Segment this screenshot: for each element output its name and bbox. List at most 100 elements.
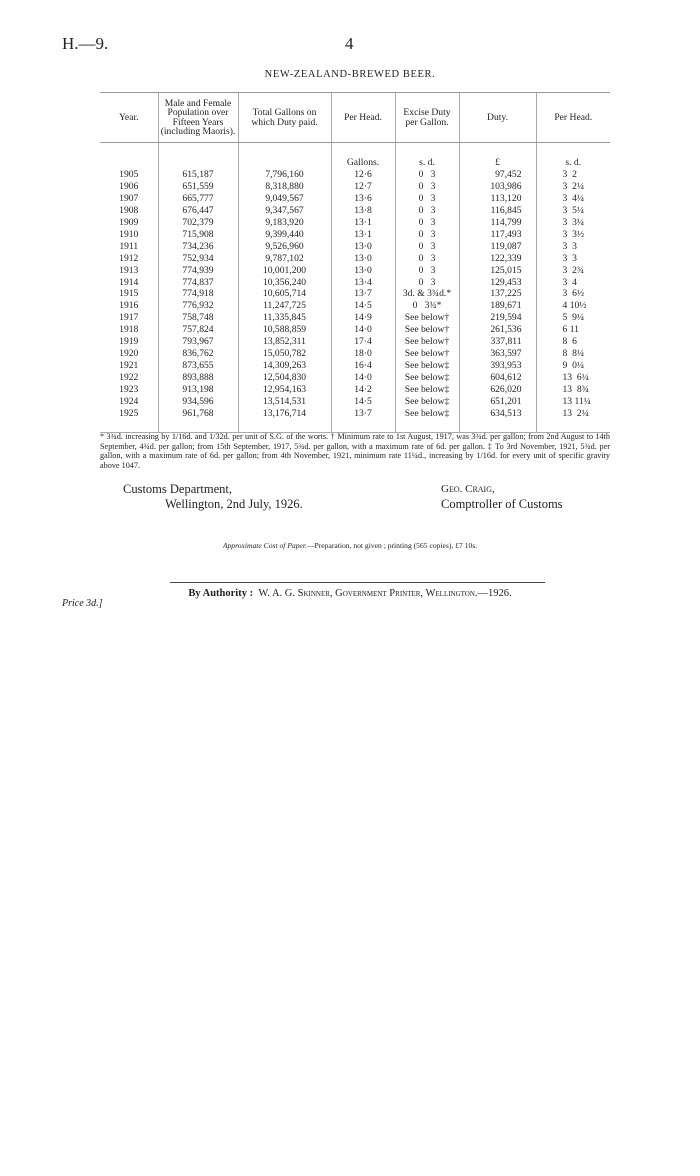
- table-cell: 14·2: [330, 384, 395, 397]
- table-cell: 774,837: [157, 276, 238, 289]
- cost-note: Approximate Cost of Paper.—Preparation, …: [0, 541, 700, 550]
- table-cell: 1921: [119, 360, 139, 372]
- table-row: 1905 615,187 7,796,160 12·6 0 3 97,452 3 2: [100, 168, 610, 181]
- table-cell: 119,087: [458, 240, 536, 253]
- table-cell: 3 3: [535, 240, 610, 253]
- table-cell: 7,796,160: [237, 168, 331, 181]
- table-cell: 9,183,920: [237, 216, 331, 229]
- table-row: 1922 893,888 12,504,830 14·0 See below‡ 604,6…: [100, 372, 610, 385]
- table-row: 1911 734,236 9,526,960 13·0 0 3 119,087 3 3: [100, 240, 610, 253]
- table-cell: 8 6: [535, 336, 610, 349]
- table-row: 1920 836,762 15,050,782 18·0 See below† 363,5…: [100, 348, 610, 361]
- table-cell: 0 3: [394, 168, 459, 181]
- table-cell: 0 3: [394, 264, 459, 277]
- table-cell: 103,986: [458, 180, 536, 193]
- table-cell: 702,379: [157, 216, 238, 229]
- table-cell: 11,335,845: [237, 312, 331, 325]
- table-cell: 15,050,782: [237, 348, 331, 361]
- table-cell: 13,852,311: [237, 336, 331, 349]
- table-cell: 9 0¼: [535, 360, 610, 373]
- table-cell: 3 2¾: [535, 264, 610, 277]
- divider: [170, 582, 545, 583]
- table-cell: 3 6½: [535, 288, 610, 301]
- table-row: 1912 752,934 9,787,102 13·0 0 3 122,339 3 3: [100, 252, 610, 265]
- table-cell: 13·7: [330, 408, 395, 433]
- table-cell: 665,777: [157, 192, 238, 205]
- table-row: 1925 961,768 13,176,714 13·7 See below‡ 634,5…: [100, 408, 610, 433]
- unit-label: [157, 142, 238, 169]
- table-cell: 16·4: [330, 360, 395, 373]
- table-cell: 14,309,263: [237, 360, 331, 373]
- table-cell: 14·5: [330, 300, 395, 313]
- table-cell: 651,559: [157, 180, 238, 193]
- cost-label: Approximate Cost of Paper.: [222, 541, 307, 550]
- table-cell: See below†: [394, 336, 459, 349]
- table-row: 1913 774,939 10,001,200 13·0 0 3 125,015 3 2¾: [100, 264, 610, 277]
- table-cell: 893,888: [157, 372, 238, 385]
- table-cell: 117,493: [458, 228, 536, 241]
- table-cell: 11,247,725: [237, 300, 331, 313]
- table-row: 1919 793,967 13,852,311 17·4 See below† 337,8…: [100, 336, 610, 349]
- table-cell: 14·0: [330, 324, 395, 337]
- table-cell: See below‡: [394, 360, 459, 373]
- unit-label: s. d.: [394, 142, 459, 169]
- table-cell: 10,001,200: [237, 264, 331, 277]
- price: Price 3d.]: [62, 598, 103, 609]
- signatory-office: Comptroller of Customs: [441, 497, 563, 511]
- table-cell: 10,605,714: [237, 288, 331, 301]
- table-row: 1908 676,447 9,347,567 13·8 0 3 116,845 3 5¼: [100, 204, 610, 217]
- column-header: Year.: [100, 92, 158, 143]
- table-cell: 1911: [119, 240, 139, 252]
- column-header: Duty.: [458, 92, 536, 143]
- signatory-name: Geo. Craig,: [441, 483, 495, 495]
- table-cell: See below‡: [394, 408, 459, 433]
- table-cell: 1919: [119, 336, 139, 348]
- table-cell: 0 3: [394, 228, 459, 241]
- table-row: 1918 757,824 10,588,859 14·0 See below† 261,5…: [100, 324, 610, 337]
- table-cell: 1909: [119, 216, 139, 228]
- table-cell: 393,953: [458, 360, 536, 373]
- unit-label: [237, 142, 331, 169]
- table-header-row: Year. Male and Female Population over Fif…: [100, 92, 610, 143]
- table-cell: 3 4¼: [535, 192, 610, 205]
- unit-label: [100, 143, 158, 169]
- table-cell: 3 2: [535, 168, 610, 181]
- table-cell: 13·0: [330, 240, 395, 253]
- table-cell: 3 2¼: [535, 180, 610, 193]
- table-cell: 9,526,960: [237, 240, 331, 253]
- table-cell: 1920: [119, 348, 139, 360]
- table-cell: 0 3: [394, 252, 459, 265]
- table-cell: 13·1: [330, 228, 395, 241]
- column-header: Per Head.: [330, 92, 395, 143]
- table-cell: 3 3¼: [535, 216, 610, 229]
- table-cell: 13·1: [330, 216, 395, 229]
- place-date: Wellington, 2nd July, 1926.: [165, 497, 303, 511]
- table-cell: 1918: [119, 324, 139, 336]
- table-cell: 1925: [100, 408, 158, 433]
- table-cell: 13·0: [330, 264, 395, 277]
- table-title: NEW-ZEALAND-BREWED BEER.: [264, 69, 436, 80]
- table-cell: 961,768: [157, 408, 238, 433]
- table-row: 1906 651,559 8,318,880 12·7 0 3 103,986 3 2¼: [100, 180, 610, 193]
- table-cell: 1924: [119, 396, 139, 408]
- table-cell: 651,201: [458, 396, 536, 409]
- table-cell: 189,671: [458, 300, 536, 313]
- table-cell: 776,932: [157, 300, 238, 313]
- table-row: 1909 702,379 9,183,920 13·1 0 3 114,799 3 3¼: [100, 216, 610, 229]
- table-cell: 13,176,714: [237, 408, 331, 433]
- table-row: 1923 913,198 12,954,163 14·2 See below‡ 626,0…: [100, 384, 610, 397]
- footnotes: * 3¾d. increasing by 1/16d. and 1/32d. p…: [100, 432, 610, 470]
- table-row: 1907 665,777 9,049,567 13·6 0 3 113,120 3 4¼: [100, 192, 610, 205]
- table-cell: 17·4: [330, 336, 395, 349]
- table-cell: 12·6: [330, 168, 395, 181]
- table-cell: 9,787,102: [237, 252, 331, 265]
- table-cell: 715,908: [157, 228, 238, 241]
- table-cell: 1910: [119, 228, 139, 240]
- table-cell: 0 3: [394, 276, 459, 289]
- table-cell: 1914: [119, 276, 139, 288]
- table-cell: 1916: [119, 300, 139, 312]
- table-cell: 9,049,567: [237, 192, 331, 205]
- table-cell: 1923: [119, 384, 139, 396]
- table-cell: 261,536: [458, 324, 536, 337]
- table-cell: 10,588,859: [237, 324, 331, 337]
